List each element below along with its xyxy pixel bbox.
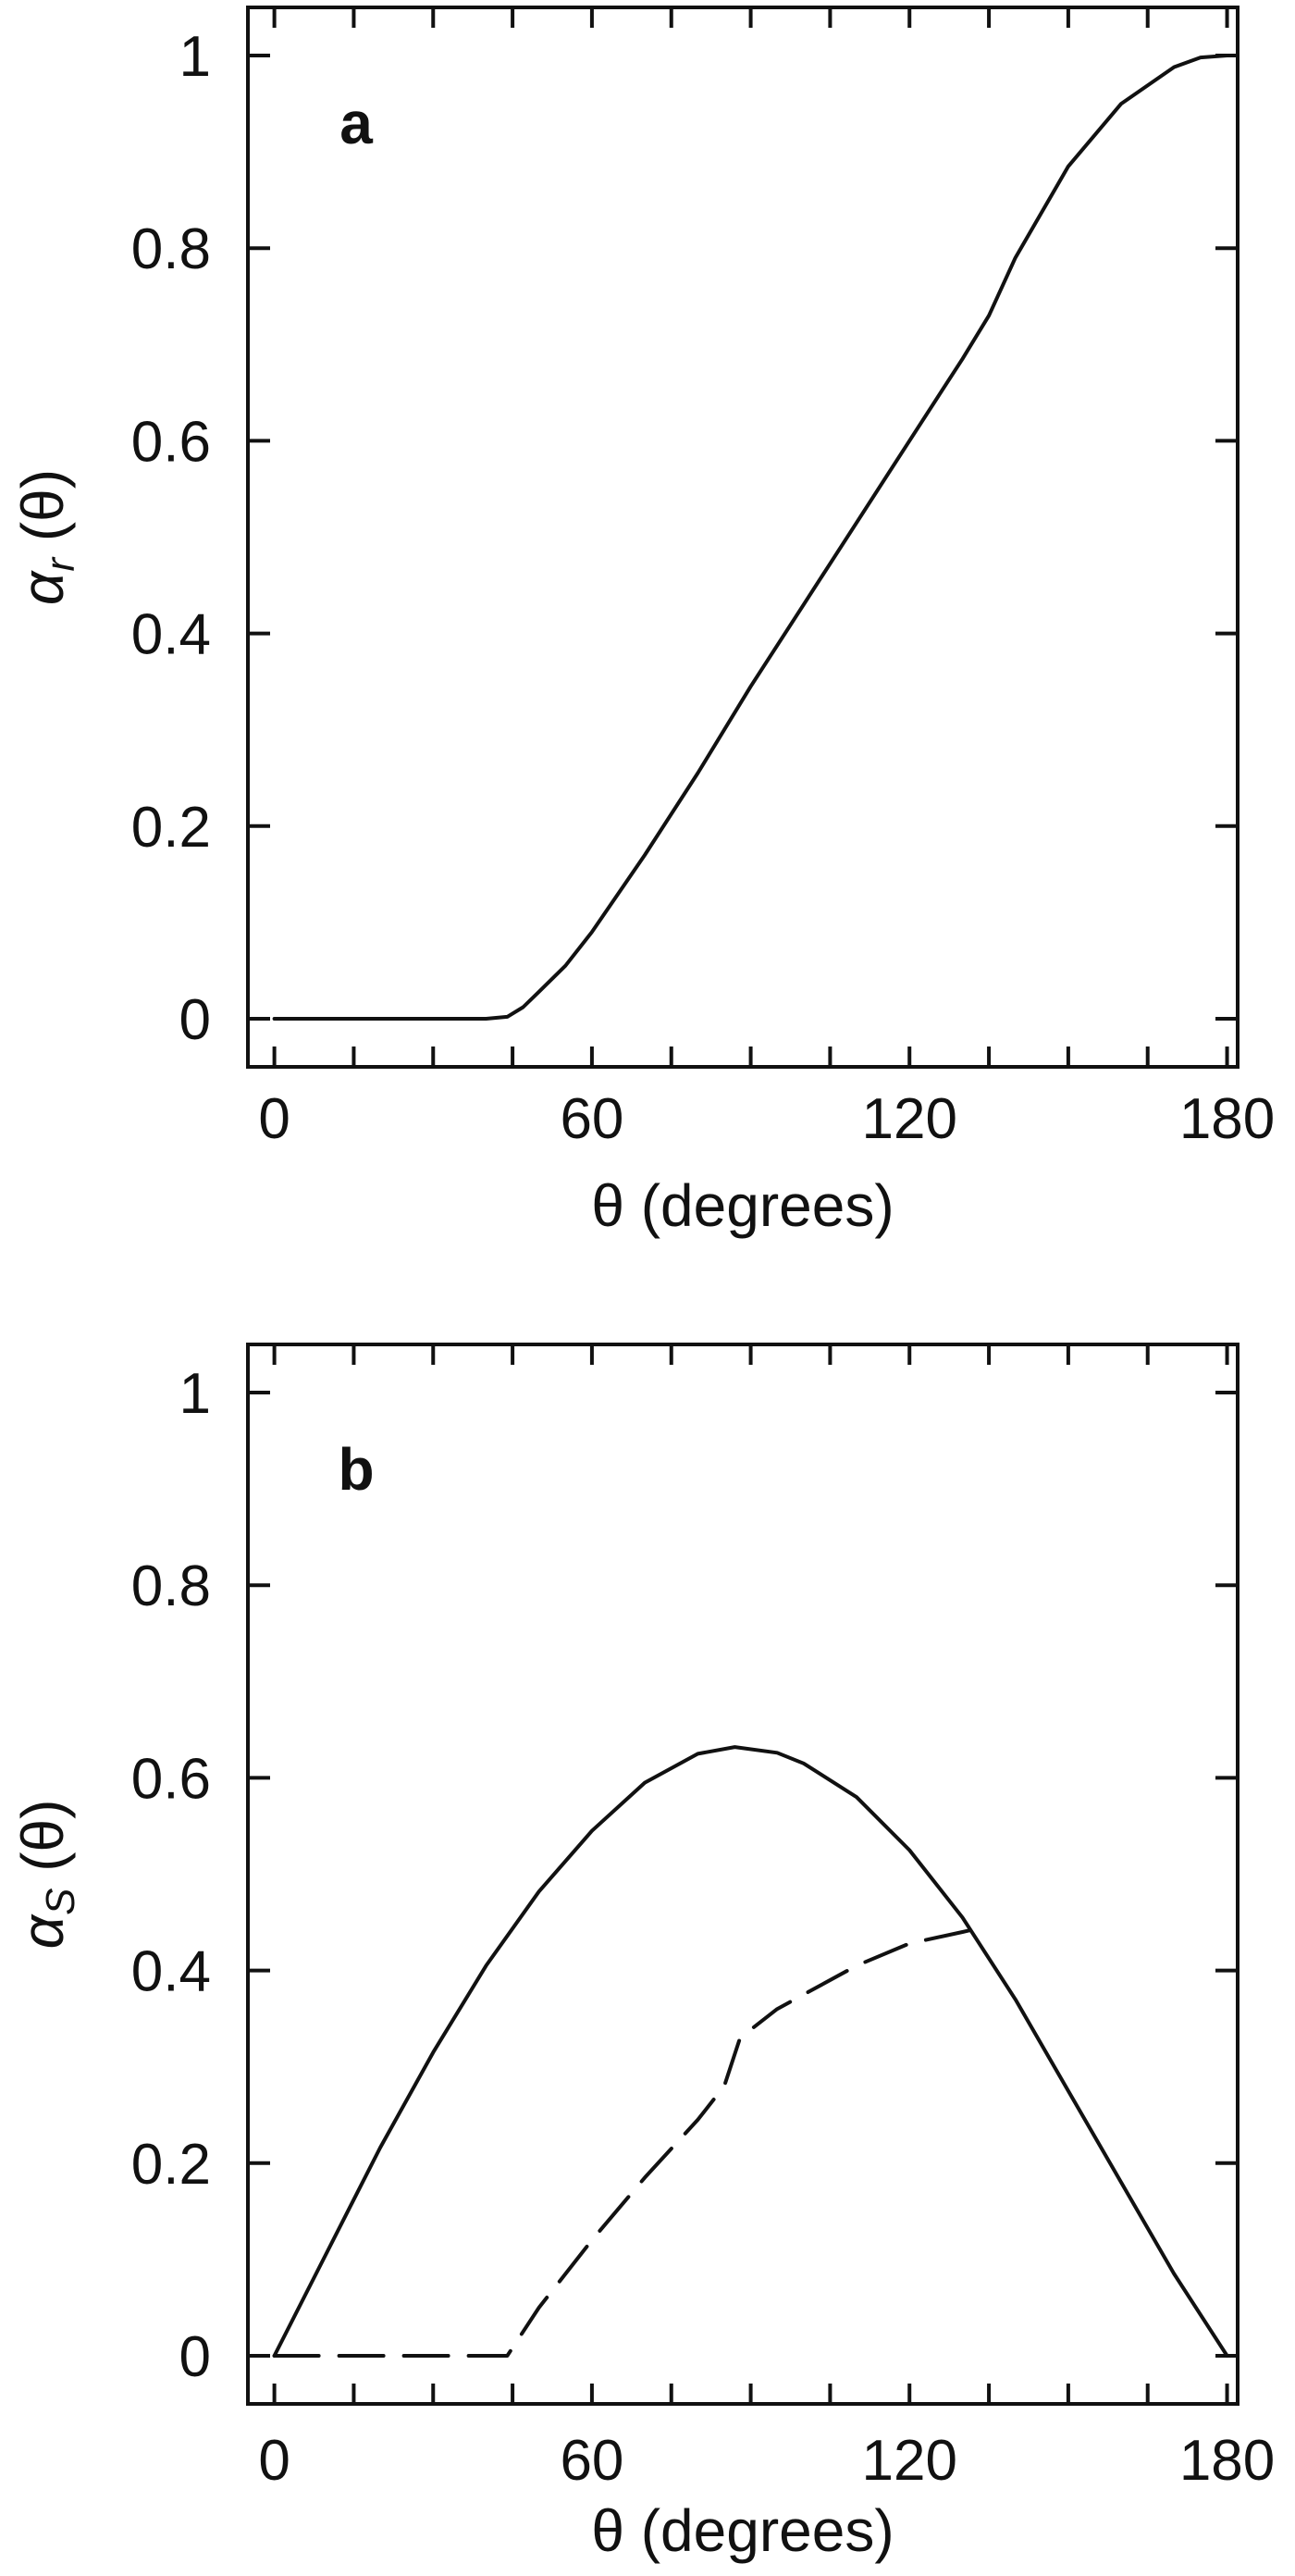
y-tick-label-1: 0.2 — [131, 2133, 211, 2197]
series-line-0-solid — [272, 1745, 1229, 2358]
y-axis-title: αS (θ) — [9, 1800, 83, 1950]
series-line-1-dashed — [272, 1925, 986, 2358]
y-tick-label-5: 1 — [179, 1362, 211, 1426]
x-tick-label-3: 180 — [1179, 2429, 1275, 2493]
x-tick-label-1: 60 — [560, 1087, 623, 1151]
x-tick-label-3: 180 — [1179, 1087, 1275, 1151]
x-axis-title: θ (degrees) — [591, 2497, 894, 2564]
panel-a: 0 60 120 180 0 0.2 0.4 0.6 0.8 1 θ (degrees) αr (θ)… — [9, 6, 1275, 1239]
x-tick-label-2: 120 — [862, 2429, 957, 2493]
y-tick-label-2: 0.4 — [131, 1940, 211, 2004]
plot-frame — [246, 6, 1240, 1069]
y-tick-label-3: 0.6 — [131, 1747, 211, 1811]
y-tick-label-0: 0 — [179, 988, 211, 1052]
x-tick-label-2: 120 — [862, 1087, 957, 1151]
panel-label: b — [338, 1436, 374, 1503]
plot-frame — [246, 1343, 1240, 2406]
y-tick-label-4: 0.8 — [131, 217, 211, 281]
x-tick-label-0: 0 — [258, 1087, 290, 1151]
panel-b: 0 60 120 180 0 0.2 0.4 0.6 0.8 1 θ (degrees) αS (θ)… — [9, 1343, 1275, 2564]
panel-label: a — [339, 90, 373, 156]
series-line-0-solid — [272, 54, 1229, 1021]
y-tick-label-3: 0.6 — [131, 410, 211, 474]
y-tick-label-4: 0.8 — [131, 1554, 211, 1618]
y-axis-title: αr (θ) — [9, 469, 83, 605]
x-axis-title: θ (degrees) — [591, 1172, 894, 1239]
y-tick-label-0: 0 — [179, 2325, 211, 2389]
x-tick-label-0: 0 — [258, 2429, 290, 2493]
x-tick-label-1: 60 — [560, 2429, 623, 2493]
y-tick-label-2: 0.4 — [131, 603, 211, 667]
y-tick-label-1: 0.2 — [131, 796, 211, 860]
y-tick-label-5: 1 — [179, 25, 211, 89]
